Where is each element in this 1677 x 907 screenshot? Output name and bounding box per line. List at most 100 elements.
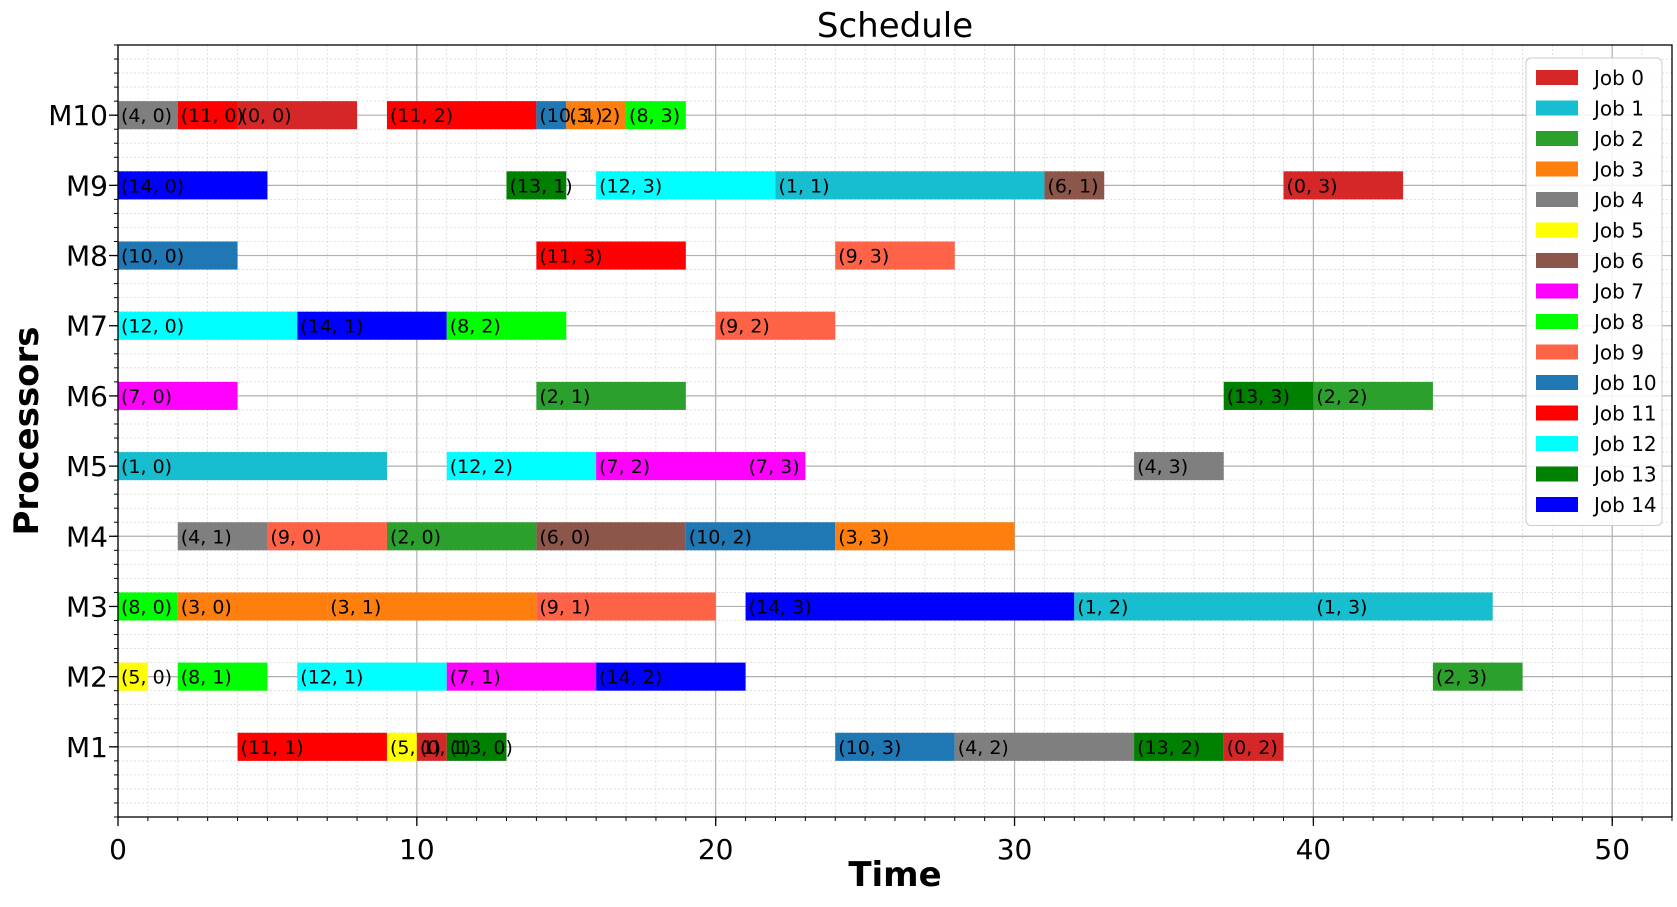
task-label: (0, 1) [420,737,471,759]
task-label: (10, 2) [689,526,752,548]
task-label: (1, 2) [1077,596,1128,618]
legend-entry: Job 8 [1592,310,1644,334]
task-bar [177,592,328,621]
legend: Job 0 Job 1 Job 2 Job 3 Job 4 Job 5 Job 6 Job 7… [1525,57,1663,526]
legend-entry: Job 9 [1592,341,1644,365]
task-bar [1134,732,1224,761]
task-label: (3, 3) [838,526,889,548]
task-label: (9, 3) [838,246,889,268]
task-bar [536,381,686,410]
task-bar [1223,732,1284,761]
task-label: (8, 1) [181,667,232,689]
x-tick-label: 0 [109,833,127,866]
task-label: (3, 1) [330,596,381,618]
x-tick-label: 20 [698,833,734,866]
legend-entry: Job 11 [1592,402,1657,426]
legend-swatch [1536,100,1578,116]
task-label: (10, 0) [121,246,184,268]
task-label: (7, 2) [599,456,650,478]
task-label: (8, 0) [121,596,172,618]
task-bar [1134,452,1224,481]
task-label: (11, 2) [390,105,453,127]
task-label: (13, 2) [1137,737,1200,759]
task-label: (2, 3) [1436,667,1487,689]
legend-entry: Job 5 [1592,219,1644,243]
x-axis-label: Time [848,855,941,895]
task-label: (11, 1) [241,737,304,759]
y-tick-label: M4 [66,520,108,553]
task-bar [177,662,268,691]
x-tick-label: 40 [1296,833,1332,866]
task-label: (3, 0) [181,596,232,618]
y-tick-label: M9 [66,169,108,202]
task-bar [536,522,686,551]
task-label: (4, 0) [121,105,172,127]
task-label: (11, 3) [539,246,602,268]
task-label: (14, 0) [121,175,184,197]
legend-swatch [1536,283,1578,299]
task-bar [177,522,268,551]
task-label: (1, 1) [778,175,829,197]
task-bar [715,311,836,340]
task-bar [118,241,238,270]
legend-entry: Job 6 [1592,249,1644,273]
task-bar [1044,171,1105,200]
task-label: (9, 1) [539,596,590,618]
legend-swatch [1536,222,1578,238]
x-tick-label: 30 [997,833,1033,866]
task-bar [536,241,686,270]
y-tick-label: M1 [66,731,108,764]
legend-swatch [1536,70,1578,85]
task-bar [835,241,955,270]
task-label: (0, 2) [1227,737,1278,759]
task-label: (12, 1) [300,667,363,689]
task-bar [685,522,836,551]
task-label: (5, 0) [121,667,172,689]
y-axis-label: Processors [7,326,47,535]
task-bar [416,732,447,761]
task-label: (8, 3) [629,105,680,127]
task-label: (2, 2) [1316,386,1367,408]
legend-entry: Job 1 [1592,97,1644,121]
task-label: (12, 2) [450,456,513,478]
task-bar [118,662,148,691]
task-bar [118,381,238,410]
task-bar [745,452,806,481]
task-label: (2, 0) [390,526,441,548]
task-label: (14, 1) [300,316,363,338]
legend-entry: Job 12 [1592,432,1657,456]
legend-swatch [1536,375,1578,390]
task-label: (4, 2) [958,737,1009,759]
legend-swatch [1536,131,1578,146]
task-bar [267,522,387,551]
task-label: (11, 0) [181,105,244,127]
task-bar [1283,171,1404,200]
task-bar [118,171,268,200]
legend-entry: Job 13 [1592,463,1657,487]
task-bar [446,452,597,481]
y-tick-label: M8 [66,240,108,273]
legend-swatch [1536,344,1578,360]
task-bar [596,662,746,691]
task-label: (6, 0) [539,526,590,548]
task-label: (6, 1) [1047,175,1098,197]
task-label: (12, 3) [599,175,662,197]
task-label: (8, 2) [450,316,501,338]
chart-title: Schedule [817,6,973,46]
legend-swatch [1536,161,1578,177]
task-label: (0, 3) [1287,175,1338,197]
task-bar [506,171,567,200]
task-label: (3, 2) [569,105,620,127]
task-bar [446,311,567,340]
task-bar [446,732,507,761]
y-tick-label: M2 [66,661,108,694]
task-label: (13, 0) [450,737,513,759]
task-bar [1313,592,1493,621]
task-bar [1074,592,1314,621]
task-label: (9, 2) [719,316,770,338]
legend-swatch [1536,466,1578,482]
task-bar [596,452,746,481]
task-bar [954,732,1135,761]
task-label: (10, 3) [838,737,901,759]
legend-swatch [1536,253,1578,268]
